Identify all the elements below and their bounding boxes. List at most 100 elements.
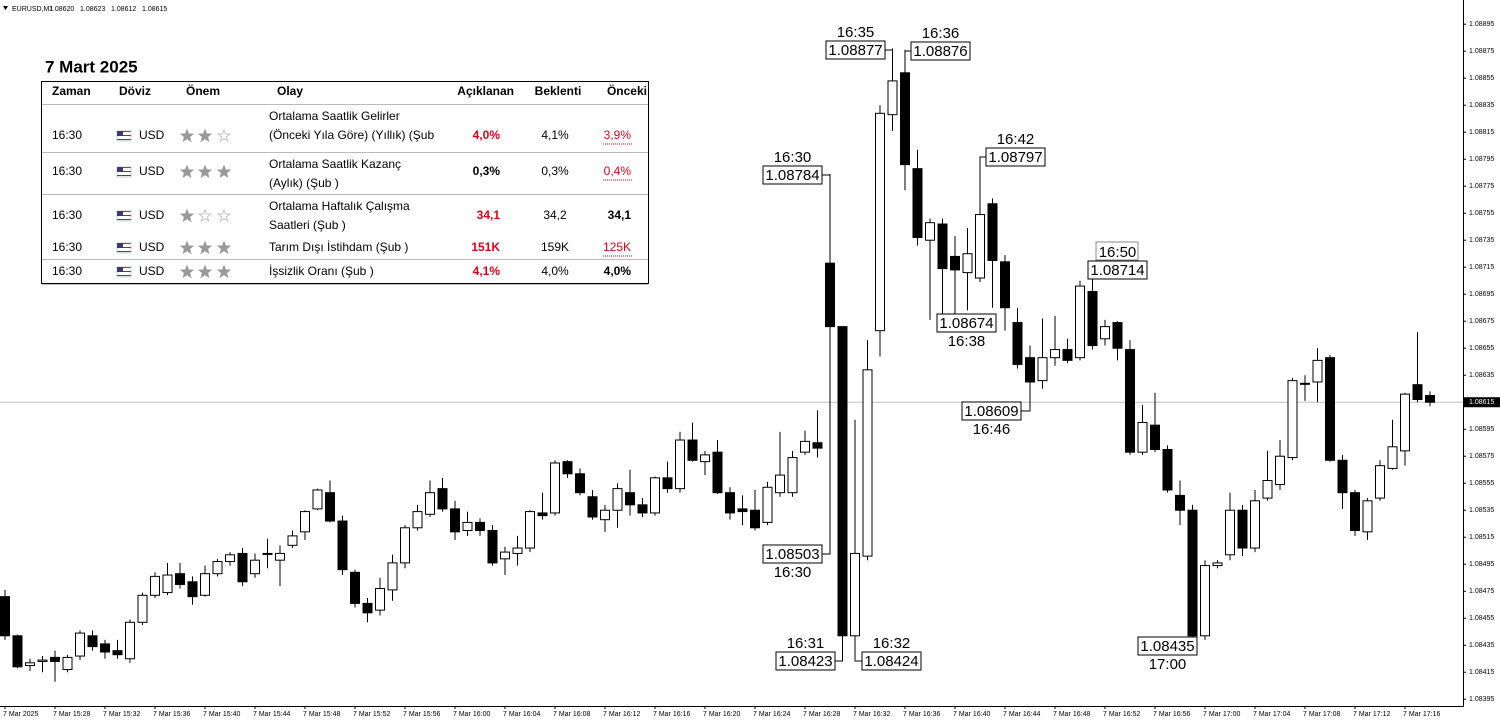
x-tick-label: 7 Mar 17:12 xyxy=(1353,711,1390,718)
previous: 0,4% xyxy=(604,164,632,178)
candle-body xyxy=(162,574,173,594)
candle-body xyxy=(75,632,85,657)
current-price-box xyxy=(1464,397,1500,408)
candle-body xyxy=(1137,421,1148,453)
candle-body xyxy=(50,656,60,662)
candle-body xyxy=(987,203,998,261)
menu-arrow[interactable] xyxy=(3,6,8,10)
currency: USD xyxy=(139,128,165,142)
candle-body xyxy=(375,588,385,611)
candle-body xyxy=(262,552,273,555)
currency: USD xyxy=(139,264,165,278)
candle-body xyxy=(412,511,423,529)
candle-body xyxy=(900,72,910,166)
annotation-price: 1.08674 xyxy=(939,315,993,332)
annotation-box xyxy=(762,165,823,185)
x-tick-label: 7 Mar 17:00 xyxy=(1203,711,1240,718)
candle-body xyxy=(1387,446,1398,469)
forecast: 159K xyxy=(541,240,569,254)
candle-body xyxy=(650,477,660,514)
candle-body xyxy=(1012,322,1023,365)
candle-body xyxy=(1337,459,1348,494)
candle-body xyxy=(550,462,560,514)
candle-body xyxy=(562,461,573,475)
event-time: 16:30 xyxy=(52,208,82,222)
y-tick-label: 1.08655 xyxy=(1469,345,1494,352)
x-tick-label: 7 Mar 16:40 xyxy=(953,711,990,718)
annotation-price: 1.08423 xyxy=(778,653,832,670)
annotation-connector xyxy=(885,48,893,51)
y-tick-label: 1.08495 xyxy=(1469,561,1494,568)
y-tick-label: 1.08775 xyxy=(1469,183,1494,190)
column-header: Döviz xyxy=(119,84,151,98)
flag-stripe xyxy=(117,131,131,132)
annotation-box xyxy=(775,651,836,671)
y-tick-label: 1.08755 xyxy=(1469,210,1494,217)
x-tick-label: 7 Mar 15:48 xyxy=(303,711,340,718)
candle-body xyxy=(1362,500,1373,533)
actual: 4,1% xyxy=(473,264,501,278)
annotation-connector xyxy=(1021,410,1031,412)
candle-body xyxy=(1175,494,1185,511)
annotation-price: 1.08503 xyxy=(765,546,819,563)
header-price: 1.08612 xyxy=(111,6,136,13)
candle-body xyxy=(1425,394,1435,403)
us-flag xyxy=(116,210,132,222)
annotation-price: 1.08424 xyxy=(864,653,918,670)
flag-canton xyxy=(117,243,123,248)
candle-body xyxy=(737,508,748,513)
event-name: (Önceki Yıla Göre) (Yıllık) (Şub xyxy=(269,128,434,142)
annotation-price: 1.08435 xyxy=(1140,638,1194,655)
annotation-box xyxy=(936,313,997,333)
actual: 0,3% xyxy=(473,164,501,178)
x-tick-label: 7 Mar 15:56 xyxy=(403,711,440,718)
y-tick-label: 1.08675 xyxy=(1469,318,1494,325)
candle-body xyxy=(1375,465,1385,499)
event-name: (Aylık) (Şub ) xyxy=(269,176,339,190)
annotation-time: 16:50 xyxy=(1099,244,1137,261)
y-tick-label: 1.08455 xyxy=(1469,615,1494,622)
flag-stripe xyxy=(117,213,131,214)
candle-body xyxy=(275,552,285,561)
annotation-time: 16:38 xyxy=(948,333,986,350)
flag-stripe xyxy=(117,267,131,268)
candle-body xyxy=(25,662,35,666)
currency: USD xyxy=(139,164,165,178)
flag-canton xyxy=(117,211,123,216)
x-tick-label: 7 Mar 16:32 xyxy=(853,711,890,718)
candle-body xyxy=(1150,424,1160,450)
candle-body xyxy=(387,562,398,591)
candle-body xyxy=(1000,261,1010,309)
x-tick-label: 7 Mar 16:52 xyxy=(1103,711,1140,718)
plot: EURUSD,M11.08620 1.08623 1.08612 1.08615 1.0… xyxy=(0,6,1500,718)
importance-star xyxy=(216,240,232,255)
annotation-time: 16:42 xyxy=(997,131,1035,148)
us-flag xyxy=(116,266,132,278)
x-tick-label: 7 Mar 17:08 xyxy=(1303,711,1340,718)
candle-body xyxy=(437,488,448,510)
candle-body xyxy=(925,222,935,241)
candle-body xyxy=(487,529,498,564)
y-tick-label: 1.08795 xyxy=(1469,156,1494,163)
candle-body xyxy=(337,520,348,571)
y-tick-label: 1.08715 xyxy=(1469,264,1494,271)
x-tick-label: 7 Mar 15:28 xyxy=(53,711,90,718)
candle-body xyxy=(212,561,223,575)
event-time: 16:30 xyxy=(52,164,82,178)
flag-stripe xyxy=(117,269,131,270)
us-flag xyxy=(116,166,132,178)
candle-body xyxy=(662,477,673,490)
y-tick-label: 1.08855 xyxy=(1469,75,1494,82)
x-tick-label: 7 Mar 16:16 xyxy=(653,711,690,718)
candle-body xyxy=(1237,509,1248,549)
column-header: Açıklanan xyxy=(457,84,514,98)
forecast: 4,0% xyxy=(541,264,569,278)
candle-body xyxy=(800,440,810,453)
importance-star xyxy=(197,164,213,179)
candle-body xyxy=(0,596,10,637)
candle-body xyxy=(1037,357,1048,382)
annotation-connector xyxy=(822,553,831,555)
candle-body xyxy=(862,369,873,557)
candle-body xyxy=(912,168,923,239)
candle-body xyxy=(1287,380,1298,459)
